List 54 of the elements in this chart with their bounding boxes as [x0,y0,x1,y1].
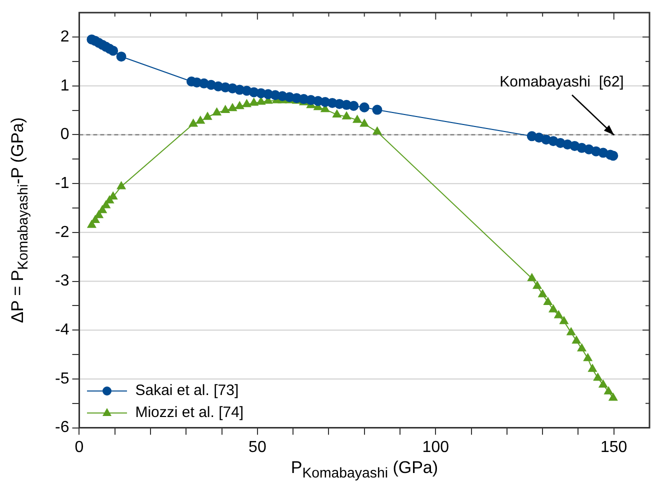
point [598,380,608,388]
point [538,289,547,298]
point [527,273,536,282]
point [554,310,564,318]
point [572,336,581,344]
x-tick-label: 100 [422,438,450,456]
point [359,102,370,112]
point [604,386,613,394]
point [108,46,118,56]
x-tick-label: 150 [600,438,628,456]
point [566,328,576,336]
point [360,118,369,127]
point [87,220,96,228]
point [228,103,237,112]
point [532,281,542,289]
point [583,353,592,362]
y-tick-label: -4 [54,322,70,339]
point [372,104,382,115]
y-tick-label: -6 [54,419,70,436]
y-tick-label: 1 [60,77,70,94]
y-tick-label: -3 [54,272,70,290]
point [242,99,252,108]
point [348,100,359,111]
point [196,116,205,124]
point [372,126,382,135]
point [220,105,230,114]
point [352,115,362,123]
y-tick-label: -5 [54,370,70,388]
y-tick-label: -1 [54,174,70,192]
y-tick-label: 0 [60,126,70,144]
point [116,181,126,190]
legend-label: Miozzi et al. [74] [135,404,244,422]
point [249,98,258,106]
point [203,112,212,120]
point [548,304,558,312]
x-tick-label: 0 [74,438,84,456]
point [588,364,597,372]
point [593,372,602,381]
y-tick-label: -2 [54,224,70,241]
point [116,52,126,62]
y-tick-label: 2 [60,28,70,46]
point [544,297,552,306]
legend-label: Sakai et al. [73] [135,382,239,400]
point [608,393,618,401]
point [560,316,568,324]
point [332,110,342,118]
x-tick-label: 50 [248,438,266,456]
annotation: Komabayashi [62] [500,74,624,91]
point [188,118,198,127]
x-axis-title: P$_{Komabayashi}$ (GPa) [290,458,438,482]
point [342,112,351,120]
point [577,344,586,352]
point [235,101,244,110]
point [212,108,222,116]
